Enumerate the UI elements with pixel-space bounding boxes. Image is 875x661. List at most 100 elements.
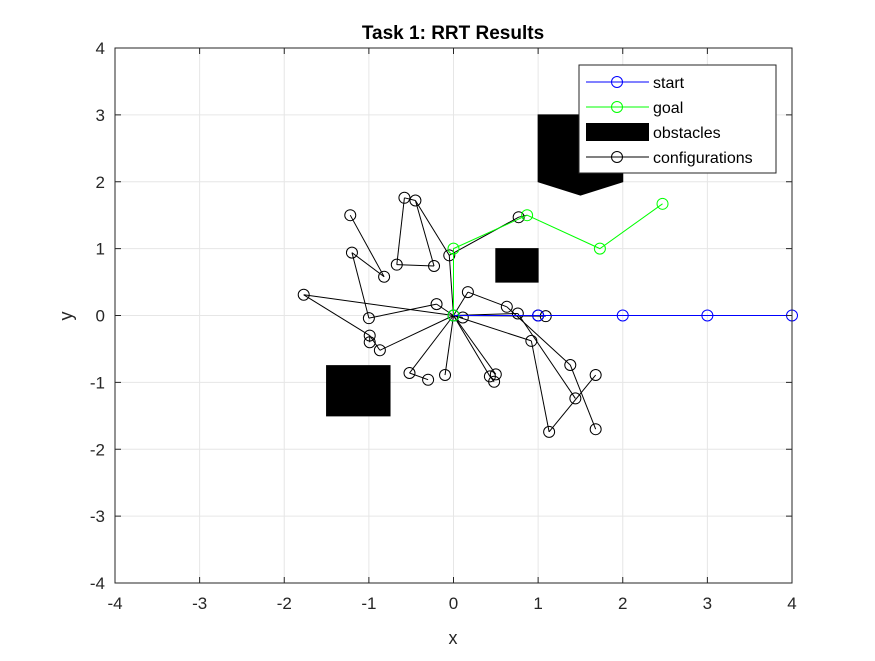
- legend-label-configurations: configurations: [653, 150, 753, 167]
- y-tick-label: -3: [90, 507, 105, 526]
- configuration-point: [443, 249, 456, 262]
- configuration-point: [409, 194, 422, 207]
- x-tick-label: -2: [277, 594, 292, 613]
- y-tick-label: 0: [96, 307, 105, 326]
- y-tick-label: -4: [90, 574, 105, 593]
- configuration-point: [569, 392, 582, 405]
- configuration-edge: [530, 340, 550, 432]
- configuration-edge: [396, 197, 405, 265]
- configuration-point: [363, 329, 376, 342]
- configuration-point: [589, 369, 602, 382]
- configuration-point: [297, 288, 310, 301]
- configuration-edge: [414, 200, 435, 267]
- configuration-point: [398, 191, 411, 204]
- goal-point: [447, 242, 460, 255]
- obstacle: [495, 248, 539, 283]
- goal-point: [447, 309, 460, 322]
- configuration-point: [439, 369, 452, 382]
- configuration-edge: [351, 252, 385, 278]
- x-tick-label: 3: [703, 594, 712, 613]
- x-tick-label: 2: [618, 594, 627, 613]
- configuration-point: [511, 307, 524, 320]
- configuration-point: [422, 373, 435, 386]
- configuration-edge: [349, 214, 385, 277]
- configuration-edge: [351, 252, 370, 319]
- start-point: [616, 309, 629, 322]
- configuration-point: [589, 423, 602, 436]
- configuration-edge: [409, 372, 429, 381]
- configuration-point: [390, 258, 403, 271]
- y-axis-label: y: [56, 312, 76, 321]
- configuration-edge: [368, 303, 437, 319]
- goal-point: [593, 242, 606, 255]
- goal-point: [656, 197, 669, 210]
- configuration-edge: [467, 291, 507, 308]
- y-tick-label: -2: [90, 440, 105, 459]
- configuration-point: [488, 375, 501, 388]
- y-tick-label: 3: [96, 106, 105, 125]
- goal-point: [521, 209, 534, 222]
- configuration-point: [362, 312, 375, 325]
- configuration-point: [500, 300, 513, 313]
- configuration-point: [461, 286, 474, 299]
- configuration-edge: [569, 364, 597, 430]
- configuration-point: [403, 367, 416, 380]
- configuration-point: [378, 270, 391, 283]
- configuration-edge: [303, 294, 454, 316]
- configuration-edge: [379, 315, 454, 351]
- configuration-point: [525, 334, 538, 347]
- configuration-point: [543, 425, 556, 438]
- configuration-edge: [453, 315, 497, 375]
- configuration-point: [363, 336, 376, 349]
- legend: start goal obstacles configurations: [578, 64, 777, 174]
- configuration-edge: [453, 315, 491, 377]
- axis-ticks: -4 -3 -2 -1 0 1 2 3 4 -4 -3 -2 -1 0 1 2 3 4: [90, 39, 797, 613]
- x-tick-label: 4: [787, 594, 796, 613]
- x-tick-label: 0: [449, 594, 458, 613]
- x-tick-label: -1: [361, 594, 376, 613]
- x-axis-label: x: [449, 628, 458, 648]
- configuration-point: [345, 246, 358, 259]
- configuration-edge: [449, 216, 519, 256]
- start-point: [701, 309, 714, 322]
- configuration-point: [539, 310, 552, 323]
- configuration-point: [428, 260, 441, 273]
- goal-line: [453, 203, 663, 316]
- configuration-edge: [453, 315, 532, 342]
- y-tick-label: 4: [96, 39, 105, 58]
- configuration-point: [564, 358, 577, 371]
- configuration-edge: [517, 313, 576, 399]
- configuration-point: [344, 209, 357, 222]
- obstacle: [326, 365, 391, 417]
- x-tick-label: 1: [533, 594, 542, 613]
- configuration-edge: [448, 255, 454, 316]
- chart-title: Task 1: RRT Results: [362, 23, 544, 44]
- legend-label-start: start: [653, 75, 685, 92]
- legend-marker-configurations: [611, 151, 623, 163]
- configuration-point: [430, 298, 443, 311]
- y-tick-label: 2: [96, 173, 105, 192]
- configuration-edge: [409, 315, 454, 374]
- legend-marker-start: [611, 76, 623, 88]
- configuration-edge: [444, 315, 454, 376]
- legend-label-obstacles: obstacles: [653, 125, 721, 142]
- configuration-edge: [396, 264, 435, 267]
- x-tick-label: -4: [107, 594, 122, 613]
- configuration-edge: [436, 303, 454, 316]
- legend-marker-goal: [611, 101, 623, 113]
- y-tick-label: 1: [96, 240, 105, 259]
- configuration-point: [373, 344, 386, 357]
- configuration-edge: [414, 200, 450, 256]
- configuration-edge: [303, 294, 370, 336]
- configuration-edge: [453, 291, 469, 316]
- x-tick-label: -3: [192, 594, 207, 613]
- configuration-point: [512, 211, 525, 224]
- legend-swatch-obstacles: [586, 123, 649, 141]
- configuration-point: [489, 368, 502, 381]
- configuration-point: [456, 311, 469, 324]
- configuration-edge: [506, 306, 571, 366]
- y-tick-label: -1: [90, 373, 105, 392]
- legend-label-goal: goal: [653, 100, 683, 117]
